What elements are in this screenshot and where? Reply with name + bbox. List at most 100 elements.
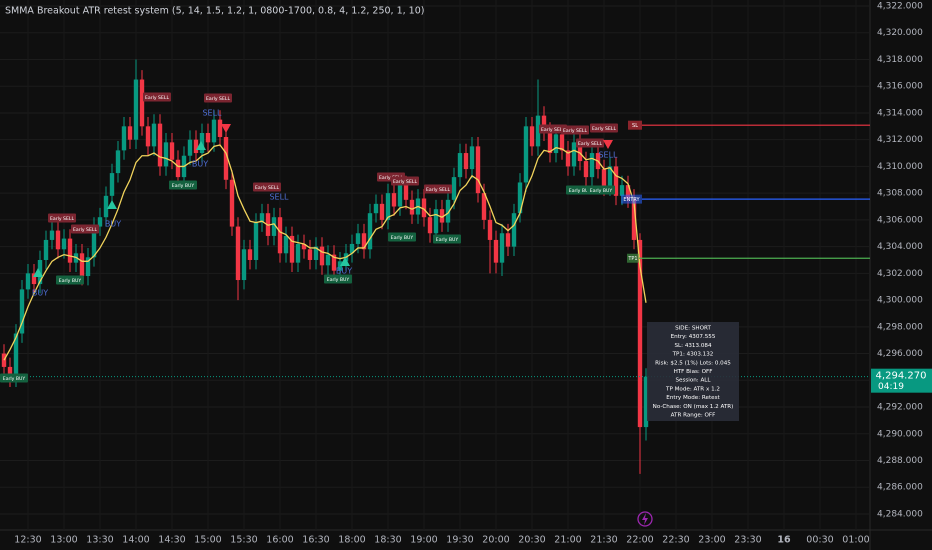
candle-body [313,246,319,260]
last-price-label: 4,294.270 [876,371,927,382]
info-line: Session: ALL [675,378,711,384]
signal-tag [204,93,232,103]
candle-body [223,137,229,180]
candle-body [607,166,613,187]
signal-tag-label: Early BUY [391,235,414,241]
signal-word: BUY [105,220,121,229]
candle-body [241,249,247,281]
candle-body [427,217,433,234]
y-tick-label: 4,300.000 [877,296,923,306]
candle-body [79,253,85,277]
signal-word: SELL [598,151,618,160]
candle-body [133,79,139,140]
candle-body [67,238,73,263]
x-tick-label: 22:00 [626,535,653,546]
candle-body [169,142,175,160]
candle-body [7,366,13,378]
replay-icon[interactable] [637,511,653,527]
candle-body [463,153,469,170]
candle-body [301,243,307,250]
candle-body [433,209,439,234]
candle-body [409,199,415,215]
signal-tag [56,275,84,285]
candle-body [139,79,145,127]
signal-tag-label: Early BUY [172,183,195,189]
signal-tag-label: Early SELL [426,187,450,193]
candle-body [643,376,649,428]
y-tick-label: 4,316.000 [877,82,923,92]
y-tick-label: 4,292.000 [877,403,923,413]
candle-body [619,185,625,196]
candle-body [229,179,235,227]
candle-body [403,185,409,200]
candle-body [445,199,451,223]
x-tick-label: 20:30 [518,535,545,546]
candle-body [115,150,121,174]
candle-body [151,123,157,147]
x-tick-label: 16:00 [266,535,293,546]
signal-word: SELL [269,193,289,202]
signal-tag-label: Early SELL [73,227,97,233]
signal-tag [48,213,76,223]
signal-tag [0,373,28,383]
candle-body [451,177,457,200]
candle-body [613,166,619,196]
info-line: TP1: 4303.132 [672,352,714,358]
info-box [647,322,739,421]
level-tag-label: SL [632,123,638,129]
candle-body [211,119,217,143]
icon-bolt [642,513,648,525]
signal-tag [253,182,281,192]
signal-tag-label: Early SELL [563,128,587,134]
signal-tag [388,232,416,242]
x-tick-label: 01:00 [842,535,869,546]
candle-body [487,219,493,240]
candle-body [19,289,25,334]
candle-body [97,217,103,227]
signal-tag [391,176,419,186]
candle-body [391,193,397,207]
candle-body [499,233,505,263]
candle-body [457,153,463,178]
info-line: SIDE: SHORT [675,326,711,332]
info-line: HTF Bias: OFF [674,369,713,375]
x-tick-label: 00:30 [806,535,833,546]
candle-body [583,161,589,178]
y-tick-label: 4,286.000 [877,483,923,493]
y-tick-label: 4,312.000 [877,135,923,145]
sell-triangle [603,140,613,149]
signal-tag-label: Early SELL [578,141,602,147]
x-tick-label: 14:30 [158,535,185,546]
y-tick-label: 4,290.000 [877,429,923,439]
candle-body [481,193,487,220]
x-tick-label: 21:30 [590,535,617,546]
signal-tag [561,125,589,135]
signal-tag [590,123,618,133]
candle-body [589,153,595,178]
y-tick-label: 4,304.000 [877,242,923,252]
info-line: Entry: 4307.555 [671,334,716,340]
x-tick-label: 22:30 [662,535,689,546]
candle-body [493,239,499,263]
candle-body [43,239,49,260]
y-tick-label: 4,322.000 [877,2,923,12]
candle-body [193,139,199,154]
candle-body [85,257,91,277]
candle-body [295,243,301,263]
candle-body [625,185,631,199]
candle-body [31,273,37,285]
level-tag-label: ENTRY [623,197,640,203]
x-tick-label: 23:00 [698,535,725,546]
sell-triangle [221,124,231,133]
countdown-label: 04:19 [878,382,904,392]
signal-tag-label: Early SELL [592,126,616,132]
signal-tag [433,234,461,244]
level-tag [628,120,642,130]
candle-body [511,213,517,247]
candle-body [421,198,427,218]
candle-body [271,217,277,236]
info-line: SL: 4313.084 [674,343,711,349]
candle-body [397,185,403,207]
